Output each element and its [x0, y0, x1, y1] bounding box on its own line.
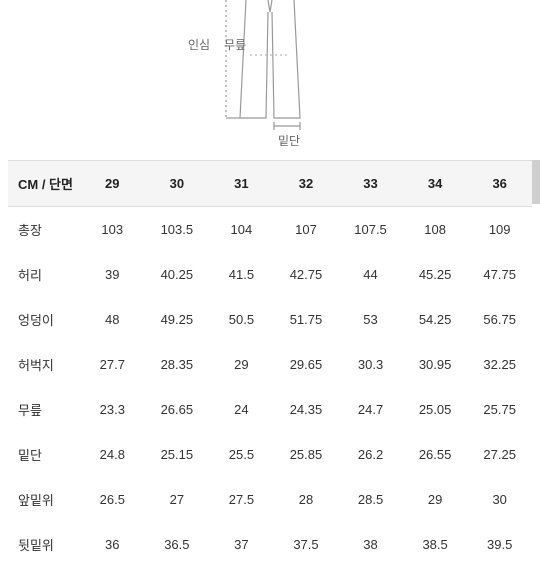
row-label: 허벅지 — [8, 342, 80, 387]
cell: 38.5 — [403, 522, 468, 567]
cell: 38 — [338, 522, 403, 567]
cell: 47.75 — [467, 252, 532, 297]
cell: 23.3 — [80, 387, 145, 432]
cell: 36.5 — [145, 522, 210, 567]
size-table-wrap: CM / 단면 29 30 31 32 33 34 36 총장 103 103.… — [0, 160, 540, 567]
cell: 109 — [467, 207, 532, 253]
cell: 103.5 — [145, 207, 210, 253]
table-row: 총장 103 103.5 104 107 107.5 108 109 — [8, 207, 532, 253]
table-row: 엉덩이 48 49.25 50.5 51.75 53 54.25 56.75 — [8, 297, 532, 342]
cell: 26.55 — [403, 432, 468, 477]
scroll-indicator — [532, 160, 540, 204]
cell: 30.95 — [403, 342, 468, 387]
cell: 54.25 — [403, 297, 468, 342]
cell: 37.5 — [274, 522, 339, 567]
cell: 37 — [209, 522, 274, 567]
cell: 44 — [338, 252, 403, 297]
cell: 53 — [338, 297, 403, 342]
cell: 25.05 — [403, 387, 468, 432]
col-header: 31 — [209, 161, 274, 207]
row-label: 뒷밑위 — [8, 522, 80, 567]
cell: 103 — [80, 207, 145, 253]
label-knee: 무릎 — [224, 36, 246, 53]
cell: 28.35 — [145, 342, 210, 387]
header-label: CM / 단면 — [8, 161, 80, 207]
cell: 30 — [467, 477, 532, 522]
cell: 28.5 — [338, 477, 403, 522]
cell: 28 — [274, 477, 339, 522]
cell: 39.5 — [467, 522, 532, 567]
cell: 26.5 — [80, 477, 145, 522]
cell: 27.7 — [80, 342, 145, 387]
size-table: CM / 단면 29 30 31 32 33 34 36 총장 103 103.… — [8, 160, 532, 567]
table-row: 밑단 24.8 25.15 25.5 25.85 26.2 26.55 27.2… — [8, 432, 532, 477]
table-header-row: CM / 단면 29 30 31 32 33 34 36 — [8, 161, 532, 207]
table-body: 총장 103 103.5 104 107 107.5 108 109 허리 39… — [8, 207, 532, 567]
cell: 24.8 — [80, 432, 145, 477]
cell: 107.5 — [338, 207, 403, 253]
cell: 107 — [274, 207, 339, 253]
cell: 26.65 — [145, 387, 210, 432]
cell: 49.25 — [145, 297, 210, 342]
cell: 39 — [80, 252, 145, 297]
col-header: 33 — [338, 161, 403, 207]
cell: 108 — [403, 207, 468, 253]
cell: 25.75 — [467, 387, 532, 432]
table-row: 허리 39 40.25 41.5 42.75 44 45.25 47.75 — [8, 252, 532, 297]
cell: 56.75 — [467, 297, 532, 342]
col-header: 34 — [403, 161, 468, 207]
cell: 29 — [209, 342, 274, 387]
cell: 27.25 — [467, 432, 532, 477]
cell: 32.25 — [467, 342, 532, 387]
row-label: 무릎 — [8, 387, 80, 432]
cell: 24 — [209, 387, 274, 432]
cell: 51.75 — [274, 297, 339, 342]
cell: 42.75 — [274, 252, 339, 297]
label-inseam: 인심 — [188, 36, 210, 53]
cell: 25.15 — [145, 432, 210, 477]
label-hem: 밑단 — [278, 132, 300, 149]
cell: 36 — [80, 522, 145, 567]
cell: 24.7 — [338, 387, 403, 432]
cell: 45.25 — [403, 252, 468, 297]
cell: 41.5 — [209, 252, 274, 297]
cell: 27 — [145, 477, 210, 522]
cell: 25.85 — [274, 432, 339, 477]
table-row: 앞밑위 26.5 27 27.5 28 28.5 29 30 — [8, 477, 532, 522]
cell: 26.2 — [338, 432, 403, 477]
cell: 29.65 — [274, 342, 339, 387]
cell: 40.25 — [145, 252, 210, 297]
cell: 48 — [80, 297, 145, 342]
pants-diagram: 인심 무릎 밑단 — [0, 0, 540, 160]
row-label: 허리 — [8, 252, 80, 297]
col-header: 29 — [80, 161, 145, 207]
cell: 29 — [403, 477, 468, 522]
row-label: 밑단 — [8, 432, 80, 477]
col-header: 30 — [145, 161, 210, 207]
col-header: 32 — [274, 161, 339, 207]
col-header: 36 — [467, 161, 532, 207]
cell: 24.35 — [274, 387, 339, 432]
cell: 50.5 — [209, 297, 274, 342]
cell: 104 — [209, 207, 274, 253]
table-row: 허벅지 27.7 28.35 29 29.65 30.3 30.95 32.25 — [8, 342, 532, 387]
table-row: 뒷밑위 36 36.5 37 37.5 38 38.5 39.5 — [8, 522, 532, 567]
cell: 25.5 — [209, 432, 274, 477]
row-label: 앞밑위 — [8, 477, 80, 522]
cell: 27.5 — [209, 477, 274, 522]
row-label: 총장 — [8, 207, 80, 253]
cell: 30.3 — [338, 342, 403, 387]
table-row: 무릎 23.3 26.65 24 24.35 24.7 25.05 25.75 — [8, 387, 532, 432]
pants-svg — [160, 0, 380, 140]
row-label: 엉덩이 — [8, 297, 80, 342]
